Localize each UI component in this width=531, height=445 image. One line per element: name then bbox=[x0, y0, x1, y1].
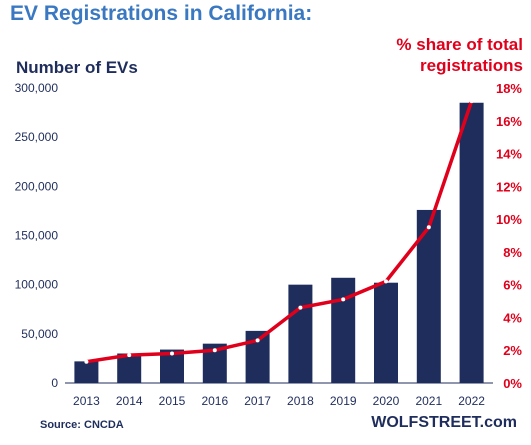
share-point bbox=[384, 279, 388, 284]
share-line-series bbox=[84, 99, 474, 364]
right-tick-label: 14% bbox=[496, 147, 522, 162]
right-tick-label: 16% bbox=[496, 114, 522, 129]
bar bbox=[117, 353, 142, 383]
right-tick-label: 12% bbox=[496, 179, 522, 194]
x-tick-label: 2016 bbox=[201, 394, 228, 408]
left-tick-label: 300,000 bbox=[15, 81, 59, 95]
bar bbox=[331, 277, 356, 383]
share-point bbox=[298, 305, 303, 310]
x-tick-label: 2013 bbox=[73, 394, 100, 408]
share-point bbox=[255, 338, 260, 343]
right-tick-label: 8% bbox=[503, 245, 522, 260]
left-axis-label: Number of EVs bbox=[16, 58, 138, 77]
right-axis-label-line2: registrations bbox=[420, 56, 523, 75]
right-tick-label: 4% bbox=[503, 310, 522, 325]
chart-title: EV Registrations in California: bbox=[10, 2, 313, 25]
share-point bbox=[469, 99, 474, 104]
x-axis: 2013 2014 2015 2016 2017 2018 2019 2020 2021 2022 bbox=[65, 382, 493, 408]
bar-series bbox=[74, 102, 484, 383]
right-axis-label: % share of total registrations bbox=[343, 34, 523, 76]
source-note: Source: CNCDA bbox=[40, 419, 124, 431]
share-point bbox=[426, 225, 431, 230]
bar bbox=[459, 102, 484, 383]
x-tick-label: 2022 bbox=[458, 394, 485, 408]
left-axis: 0 50,000 100,000 150,000 200,000 250,000 300,0… bbox=[15, 81, 59, 390]
left-tick-label: 250,000 bbox=[15, 130, 59, 144]
left-tick-label: 0 bbox=[51, 376, 58, 390]
left-tick-label: 100,000 bbox=[15, 278, 59, 292]
right-tick-label: 6% bbox=[503, 278, 522, 293]
right-axis: 0% 2% 4% 6% 8% 10% 12% 14% 16% 18% bbox=[496, 81, 522, 391]
bar bbox=[374, 282, 398, 383]
share-point bbox=[170, 351, 174, 356]
right-tick-label: 0% bbox=[503, 376, 522, 391]
bar bbox=[74, 361, 99, 383]
right-axis-label-line1: % share of total bbox=[396, 35, 523, 54]
x-tick-label: 2018 bbox=[287, 394, 314, 408]
right-tick-label: 18% bbox=[496, 81, 522, 96]
share-line bbox=[86, 100, 474, 364]
x-tick-label: 2019 bbox=[330, 394, 357, 408]
x-tick-label: 2020 bbox=[373, 394, 400, 408]
x-tick-label: 2021 bbox=[415, 394, 442, 408]
share-point bbox=[341, 297, 346, 302]
share-point bbox=[212, 348, 217, 353]
right-tick-label: 2% bbox=[503, 343, 522, 358]
x-tick-label: 2014 bbox=[116, 394, 143, 408]
bar bbox=[288, 284, 313, 383]
right-tick-label: 10% bbox=[496, 212, 522, 227]
share-point bbox=[84, 359, 89, 364]
x-tick-label: 2015 bbox=[159, 394, 186, 408]
left-tick-label: 50,000 bbox=[21, 327, 58, 341]
share-point bbox=[127, 353, 132, 358]
left-tick-label: 150,000 bbox=[15, 229, 59, 243]
brand-logo: WOLFSTREET.com bbox=[371, 414, 517, 431]
left-tick-label: 200,000 bbox=[15, 179, 59, 193]
x-tick-label: 2017 bbox=[244, 394, 271, 408]
